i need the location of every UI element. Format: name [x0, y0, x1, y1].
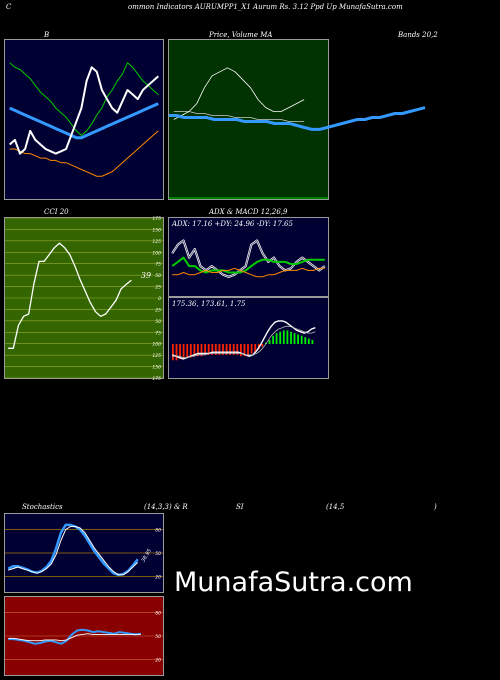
macd-histogram-bar — [232, 344, 235, 355]
price-ma-price — [173, 67, 305, 120]
macd-histogram-bar — [214, 344, 217, 355]
macd-histogram-bar — [186, 344, 189, 358]
cci-tick-label: 100 — [152, 342, 161, 348]
macd-histogram-bar — [240, 344, 242, 357]
rsi-line — [8, 628, 142, 645]
adx-values: ADX: 17.16 +DY: 24.96 -DY: 17.65 — [172, 220, 293, 228]
macd-histogram-bar — [282, 330, 285, 344]
stoch-d-line — [8, 526, 139, 576]
macd-signal-line — [172, 325, 316, 359]
bollinger-lower-band — [9, 130, 159, 177]
macd-histogram-bar — [193, 344, 196, 357]
macd-histogram-bar — [286, 330, 289, 344]
macd-histogram-bar — [172, 344, 174, 361]
bollinger-upper-band — [9, 62, 159, 136]
cci-tick-label: 50 — [155, 273, 161, 279]
macd-histogram-bar — [189, 344, 192, 358]
stoch-k-line — [7, 523, 139, 577]
cci-tick-label: 125 — [152, 239, 161, 245]
macd-histogram-bar — [293, 333, 296, 344]
macd-histogram-bar — [175, 344, 178, 361]
macd-histogram-bar — [218, 344, 221, 355]
macd-histogram-bar — [297, 334, 299, 344]
macd-histogram-bar — [250, 344, 253, 354]
macd-histogram-bar — [307, 338, 310, 344]
stoch-tick-label: 80 — [155, 528, 161, 534]
adx-line — [171, 256, 325, 274]
cci-tick-label: 0 — [158, 296, 161, 302]
cci-tick-label: 175 — [152, 216, 161, 222]
rsi-tick-label: 80 — [155, 611, 161, 617]
stoch-tick-label: 20 — [155, 574, 161, 580]
macd-panel — [168, 297, 329, 379]
macd-histogram-bar — [275, 333, 278, 344]
price-ma-panel — [168, 39, 329, 200]
adx-minus-di — [172, 267, 325, 278]
cci-tick-label: 100 — [152, 250, 161, 256]
header-title: ommon Indicators AURUMPP1_X1 Aurum Rs. 3… — [128, 3, 403, 11]
cci-tick-label: 75 — [155, 262, 161, 268]
macd-histogram-bar — [207, 344, 210, 355]
cci-tick-label: 175 — [152, 376, 161, 382]
cci-tick-label: 50 — [155, 319, 161, 325]
rsi-params: (14,5 — [326, 503, 345, 511]
stochastics-params: (14,3,3) & R — [144, 503, 188, 511]
macd-histogram-bar — [243, 344, 246, 357]
price-ma-blue-line — [169, 106, 426, 131]
bands-label: Bands 20,2 — [398, 31, 438, 39]
cci-label: CCI 20 — [44, 208, 69, 216]
macd-histogram-bar — [179, 344, 181, 359]
macd-histogram-bar — [197, 344, 199, 357]
macd-histogram-bar — [272, 335, 274, 344]
cci-tick-label: 25 — [155, 307, 161, 313]
bollinger-middle-band — [9, 102, 159, 140]
stoch-last-value: 38.95 — [141, 548, 153, 563]
macd-histogram-bar — [290, 331, 292, 344]
cci-line — [8, 242, 132, 349]
rsi-tick-label: 50 — [155, 634, 161, 640]
rsi-average-line — [8, 633, 141, 642]
macd-histogram-bar — [204, 344, 206, 355]
cci-tick-label: 125 — [152, 353, 161, 359]
macd-histogram-bar — [182, 344, 185, 359]
cci-tick-label: 75 — [155, 330, 161, 336]
stoch-tick-label: 50 — [155, 551, 161, 557]
macd-histogram-bar — [261, 344, 264, 347]
price-ma-average — [173, 111, 305, 122]
macd-values: 175.36, 173.61, 1.75 — [172, 300, 246, 308]
macd-histogram-bar — [254, 344, 257, 353]
bollinger-price — [9, 66, 159, 155]
macd-histogram-bar — [304, 337, 307, 344]
adx-macd-label: ADX & MACD 12,26,9 — [209, 208, 288, 216]
stochastics-si-label: SI — [236, 503, 244, 511]
macd-histogram-bar — [225, 344, 228, 355]
macd-histogram-bar — [279, 331, 282, 344]
rsi-tick-label: 20 — [155, 657, 161, 663]
price-volume-ma-label: Price, Volume MA — [209, 31, 273, 39]
bollinger-label: B — [44, 31, 50, 39]
stochastics-label: Stochastics — [22, 503, 63, 511]
header-title-initial: C — [6, 3, 12, 11]
watermark: MunafaSutra.com — [174, 567, 413, 598]
cci-last-value: 39 — [141, 271, 151, 280]
macd-histogram-bar — [300, 335, 303, 344]
cci-tick-label: 150 — [152, 365, 161, 371]
cci-tick-label: 150 — [152, 227, 161, 233]
adx-plus-di-outline — [171, 239, 326, 278]
macd-histogram-bar — [229, 344, 231, 355]
macd-histogram-bar — [222, 344, 224, 355]
cci-tick-label: 25 — [155, 285, 161, 291]
bollinger-panel — [4, 39, 164, 200]
macd-histogram-bar — [200, 344, 203, 357]
macd-histogram-bar — [236, 344, 239, 355]
macd-histogram-bar — [268, 339, 271, 344]
macd-histogram-bar — [247, 344, 249, 355]
rsi-close-paren: ) — [434, 503, 437, 511]
adx-plus-di — [171, 240, 326, 278]
macd-histogram-bar — [311, 339, 314, 344]
macd-histogram-bar — [211, 344, 214, 355]
